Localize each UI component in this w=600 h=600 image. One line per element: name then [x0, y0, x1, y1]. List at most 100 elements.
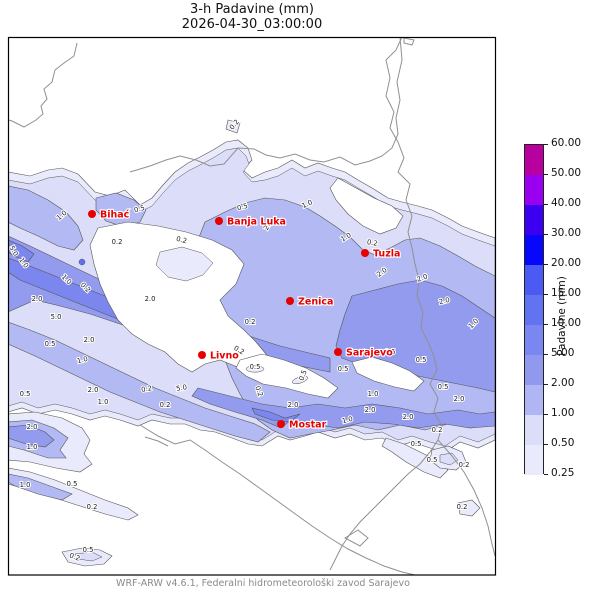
contour-label-2.0: 2.0 [88, 386, 99, 394]
city-label-bihać: Bihać [100, 210, 130, 221]
pale-lens-1 [245, 365, 265, 373]
colorbar-segment-5 [525, 295, 543, 325]
dry-hole-north-wedge [329, 177, 404, 235]
colorbar-tick-label-50.00: 50.00 [551, 167, 582, 179]
colorbar-segment-10 [525, 445, 543, 475]
city-label-zenica: Zenica [298, 297, 333, 308]
colorbar-segment-4 [525, 265, 543, 295]
colorbar-tick-5.00 [544, 354, 548, 355]
colorbar-tick-20.00 [544, 264, 548, 265]
pale-lens-2 [292, 375, 308, 385]
colorbar-tick-label-10.00: 10.00 [551, 317, 582, 329]
contour-label-0.5: 0.5 [45, 340, 56, 348]
border-north-sava [129, 37, 403, 173]
city-label-tuzla: Tuzla [373, 249, 400, 260]
coast-peninsula [343, 529, 369, 547]
colorbar-segment-6 [525, 325, 543, 355]
colorbar-segment-7 [525, 355, 543, 385]
colorbar-tick-label-0.50: 0.50 [551, 437, 575, 449]
city-label-sarajevo: Sarajevo [346, 348, 393, 359]
colorbar-segment-9 [525, 415, 543, 445]
colorbar-tick-label-2.00: 2.00 [551, 377, 575, 389]
contour-label-2.0: 2.0 [403, 413, 414, 421]
pale-island-in-hole [155, 246, 214, 282]
country-borders [8, 37, 496, 575]
colorbar-axis-label: Padavine (mm) [556, 276, 568, 356]
colorbar-tick-0.25 [544, 474, 548, 475]
contour-label-0.2: 0.2 [160, 401, 171, 409]
city-dot-bihać [88, 210, 96, 218]
border-east-drina [329, 37, 443, 571]
plot-title: 3-h Padavine (mm) 2026-04-30_03:00:00 [8, 2, 496, 32]
contour-label-0.5: 0.5 [67, 480, 78, 488]
contour-label-2.0: 2.0 [365, 406, 376, 414]
contour-label-0.2: 0.2 [245, 318, 256, 326]
colorbar [524, 144, 544, 475]
city-dot-mostar [277, 420, 285, 428]
city-dot-zenica [286, 297, 294, 305]
colorbar-tick-label-20.00: 20.00 [551, 257, 582, 269]
contour-label-5.0: 5.0 [176, 383, 188, 393]
contour-label-0.5: 0.5 [20, 390, 31, 398]
colorbar-segment-0 [525, 145, 543, 175]
city-label-banja-luka: Banja Luka [227, 217, 286, 228]
contour-label-5.0: 5.0 [51, 313, 62, 321]
contour-label-2.0: 2.0 [27, 423, 38, 431]
precip-blob-se-tiny [457, 499, 481, 517]
contour-label-0.2: 0.2 [175, 235, 188, 246]
contour-label-0.5: 0.5 [236, 202, 249, 213]
precip-blob-north-small [225, 119, 241, 134]
precip-blob-sw-lens-core [74, 551, 103, 562]
contour-label-0.5: 0.5 [133, 204, 146, 215]
dry-hole-south-of-sarajevo [351, 356, 425, 392]
contour-label-1.0: 1.0 [341, 415, 354, 426]
colorbar-tick-40.00 [544, 204, 548, 205]
city-label-mostar: Mostar [289, 420, 327, 431]
precip-fill-10mm-spot [78, 258, 86, 266]
colorbar-tick-label-15.00: 15.00 [551, 287, 582, 299]
colorbar-tick-2.00 [544, 384, 548, 385]
colorbar-tick-0.50 [544, 444, 548, 445]
contour-label-2.0: 2.0 [32, 295, 43, 303]
contour-label-0.5: 0.5 [438, 383, 449, 391]
precip-fill-5mm-west-edge [8, 239, 35, 263]
colorbar-tick-label-30.00: 30.00 [551, 227, 582, 239]
precip-fill-1mm-bihac [95, 192, 147, 228]
contour-label-0.5: 0.5 [416, 356, 427, 364]
contour-label-2.0: 2.0 [438, 296, 451, 307]
title-line-2: 2026-04-30_03:00:00 [181, 17, 323, 32]
contour-label-0.5: 0.5 [411, 440, 422, 448]
border-blob-north [403, 37, 415, 46]
precip-blob-se-streak [381, 437, 449, 479]
contour-label-0.2: 0.2 [432, 426, 443, 434]
precip-blob-sw-2-core [8, 473, 73, 501]
contour-label-0.5: 0.5 [250, 363, 261, 371]
contour-label-0.2: 0.2 [87, 503, 98, 511]
colorbar-tick-label-1.00: 1.00 [551, 407, 575, 419]
colorbar-tick-label-0.25: 0.25 [551, 467, 575, 479]
colorbar-segment-3 [525, 235, 543, 265]
colorbar-tick-15.00 [544, 294, 548, 295]
precip-fill-1mm-west [8, 185, 84, 251]
contour-label-1.0: 1.0 [76, 355, 89, 366]
city-dot-banja-luka [215, 217, 223, 225]
contour-label-0.2: 0.2 [459, 461, 470, 469]
contour-label-0.2: 0.2 [141, 384, 153, 394]
city-dot-tuzla [361, 249, 369, 257]
precip-fill-5mm-mostar [251, 407, 301, 423]
contour-label-2.0: 2.0 [288, 401, 299, 409]
contour-label-2.0: 2.0 [145, 295, 156, 303]
contour-label-0.5: 0.5 [83, 546, 94, 554]
colorbar-tick-60.00 [544, 144, 548, 145]
contour-label-0.2: 0.2 [366, 238, 378, 248]
precip-fill-1mm-coastband [8, 321, 271, 443]
colorbar-tick-label-5.00: 5.00 [551, 347, 575, 359]
contour-label-1.0: 1.0 [20, 481, 31, 489]
colorbar-tick-label-60.00: 60.00 [551, 137, 582, 149]
contour-label-2.0: 2.0 [84, 336, 95, 344]
contour-label-0.5: 0.5 [427, 456, 438, 464]
border-nw-croatia [8, 42, 78, 128]
colorbar-tick-1.00 [544, 414, 548, 415]
city-dot-livno [198, 351, 206, 359]
